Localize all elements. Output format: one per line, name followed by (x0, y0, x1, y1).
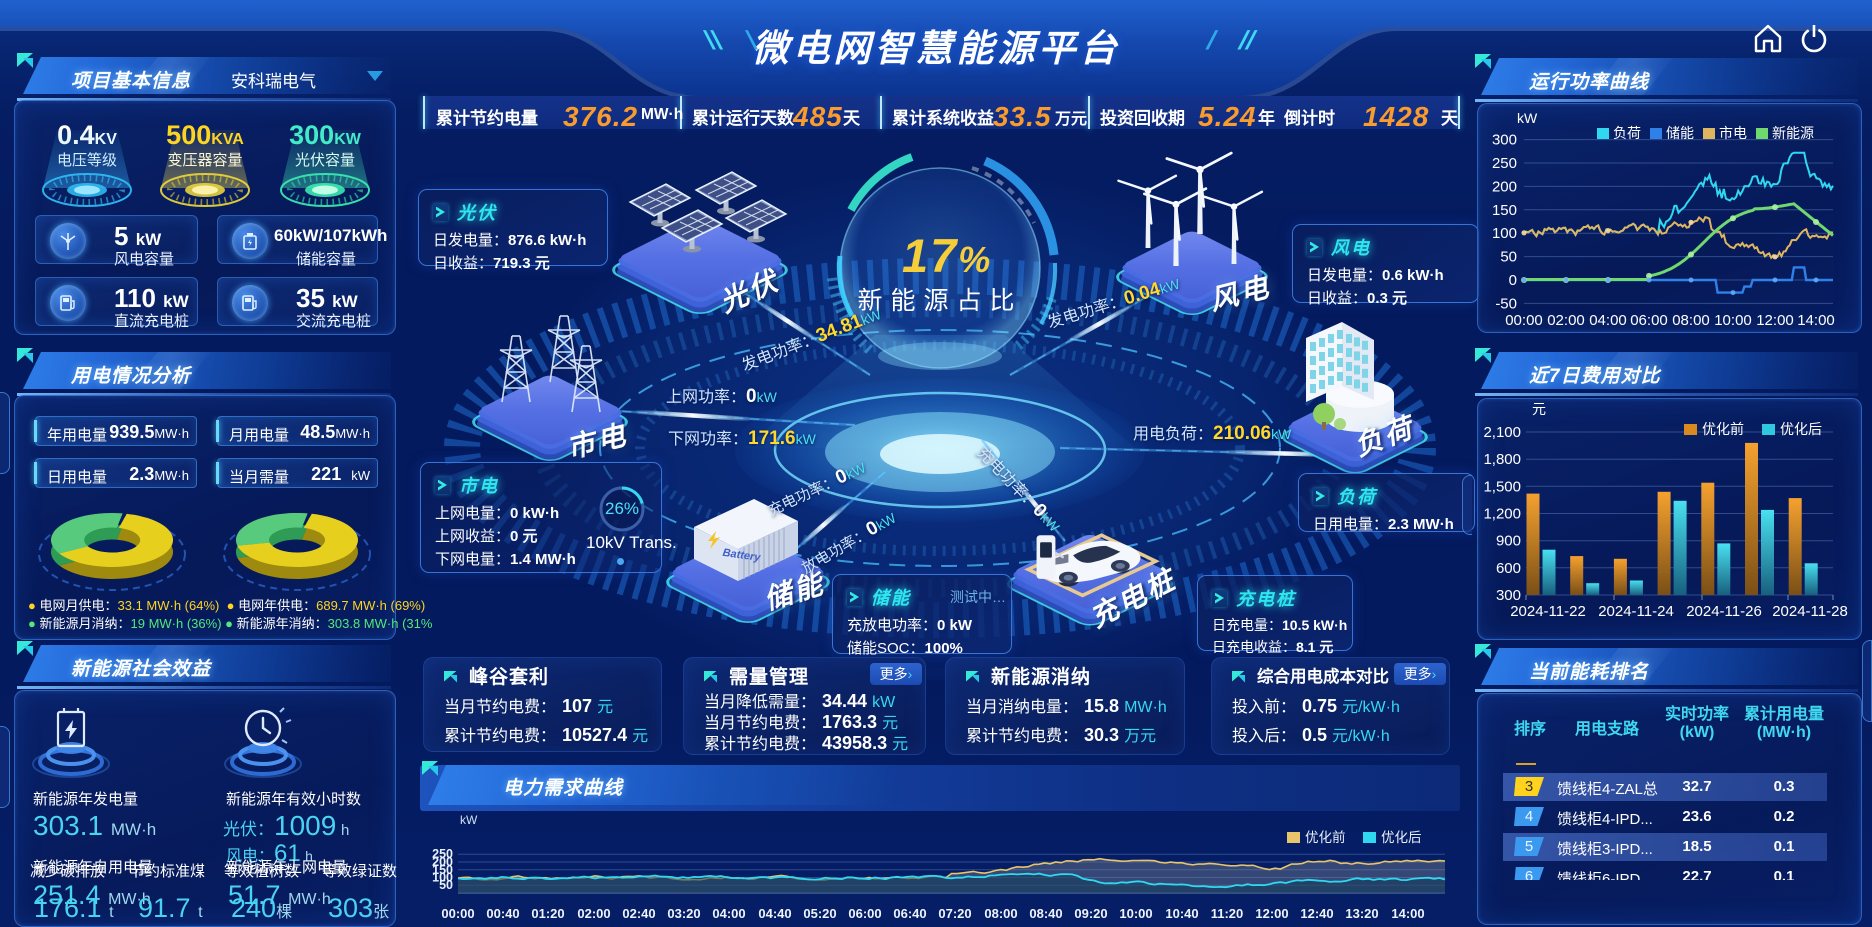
svg-text:02:00: 02:00 (577, 906, 610, 921)
svg-text:14:00: 14:00 (1391, 906, 1424, 921)
svg-text:2024-11-22: 2024-11-22 (1510, 603, 1586, 620)
svg-text:10:00: 10:00 (1714, 312, 1752, 329)
svg-text:04:00: 04:00 (712, 906, 745, 921)
svg-text:10:40: 10:40 (1165, 906, 1198, 921)
svg-text:1,800: 1,800 (1483, 451, 1521, 468)
svg-text:250: 250 (432, 847, 453, 861)
svg-text:1,500: 1,500 (1483, 478, 1521, 495)
svg-text:11:20: 11:20 (1211, 906, 1244, 921)
svg-text:00:00: 00:00 (1505, 312, 1543, 329)
svg-text:1,200: 1,200 (1483, 506, 1521, 523)
svg-text:0: 0 (1509, 272, 1517, 289)
svg-text:kW: kW (1517, 110, 1538, 126)
svg-text:12:40: 12:40 (1300, 906, 1333, 921)
svg-text:02:00: 02:00 (1547, 312, 1585, 329)
svg-text:08:00: 08:00 (984, 906, 1017, 921)
svg-text:优化后: 优化后 (1780, 421, 1822, 437)
svg-text:02:40: 02:40 (622, 906, 655, 921)
svg-text:17%: 17% (902, 229, 992, 282)
svg-text:300: 300 (1492, 132, 1517, 149)
svg-text:50: 50 (1500, 249, 1517, 266)
svg-text:08:00: 08:00 (1672, 312, 1710, 329)
svg-text:12:00: 12:00 (1255, 906, 1288, 921)
svg-text:08:40: 08:40 (1029, 906, 1062, 921)
svg-text:09:20: 09:20 (1074, 906, 1107, 921)
svg-text:00:00: 00:00 (441, 906, 474, 921)
svg-text:2024-11-26: 2024-11-26 (1686, 603, 1762, 620)
svg-text:13:20: 13:20 (1345, 906, 1378, 921)
svg-text:负荷: 负荷 (1613, 125, 1641, 141)
svg-text:10:00: 10:00 (1119, 906, 1152, 921)
svg-text:市电: 市电 (1719, 125, 1747, 141)
svg-text:2,100: 2,100 (1483, 424, 1521, 441)
svg-text:新能源: 新能源 (1772, 125, 1814, 141)
svg-text:元: 元 (1532, 401, 1546, 417)
svg-text:新能源占比: 新能源占比 (857, 287, 1022, 315)
svg-text:Battery: Battery (722, 547, 762, 564)
svg-text:250: 250 (1492, 155, 1517, 172)
svg-text:优化前: 优化前 (1305, 829, 1346, 845)
svg-text:06:00: 06:00 (1630, 312, 1668, 329)
svg-text:优化前: 优化前 (1702, 421, 1744, 437)
svg-text:900: 900 (1496, 533, 1521, 550)
svg-text:01:20: 01:20 (531, 906, 564, 921)
svg-text:07:20: 07:20 (938, 906, 971, 921)
svg-text:150: 150 (432, 863, 453, 877)
svg-text:储能: 储能 (1666, 125, 1694, 141)
svg-text:-50: -50 (1495, 295, 1517, 312)
svg-text:600: 600 (1496, 560, 1521, 577)
svg-text:150: 150 (1492, 202, 1517, 219)
svg-text:00:40: 00:40 (486, 906, 519, 921)
svg-text:06:40: 06:40 (893, 906, 926, 921)
svg-text:2024-11-28: 2024-11-28 (1772, 603, 1848, 620)
svg-text:06:00: 06:00 (848, 906, 881, 921)
svg-text:300: 300 (1496, 587, 1521, 604)
svg-text:kW: kW (460, 813, 478, 827)
svg-text:03:20: 03:20 (667, 906, 700, 921)
svg-text:100: 100 (1492, 225, 1517, 242)
svg-text:14:00: 14:00 (1797, 312, 1835, 329)
svg-text:优化后: 优化后 (1381, 830, 1422, 845)
svg-text:2024-11-24: 2024-11-24 (1598, 603, 1674, 620)
svg-text:12:00: 12:00 (1756, 312, 1794, 329)
svg-text:50: 50 (439, 878, 453, 892)
svg-text:04:00: 04:00 (1589, 312, 1627, 329)
svg-text:200: 200 (432, 855, 453, 869)
svg-text:100: 100 (432, 871, 453, 885)
svg-text:05:20: 05:20 (803, 906, 836, 921)
svg-text:200: 200 (1492, 178, 1517, 195)
svg-text:04:40: 04:40 (758, 906, 791, 921)
